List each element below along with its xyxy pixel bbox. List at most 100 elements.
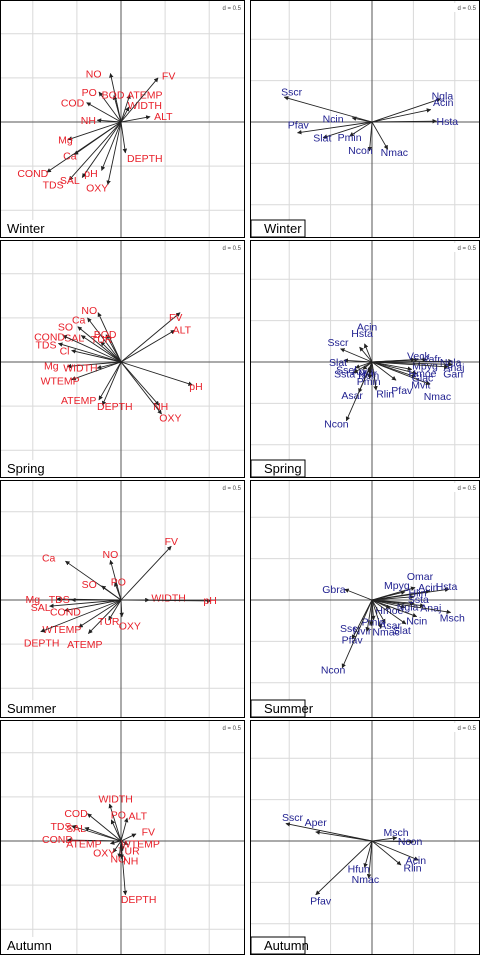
vector-ph: pH	[120, 361, 203, 393]
season-label: Summer	[264, 701, 314, 716]
vector-arrow	[112, 840, 122, 853]
vector-label: pH	[203, 595, 216, 607]
vector-pfav: Pfav	[288, 119, 373, 135]
season-label: Spring	[7, 461, 45, 476]
vector-arrow	[344, 588, 373, 601]
vector-label: TUR	[98, 616, 120, 628]
vector-label: WTEMP	[121, 839, 160, 851]
vector-label: WTEMP	[41, 376, 80, 388]
scale-label-box	[213, 243, 243, 252]
vector-label: SAL	[60, 175, 80, 187]
vector-nmac: Nmac	[371, 121, 408, 159]
vector-ca: Ca	[72, 315, 122, 363]
vector-sscr: Sscr	[328, 337, 373, 363]
vector-arrow	[351, 116, 373, 123]
vector-label: OXY	[86, 182, 108, 194]
scale-label-box	[448, 723, 478, 732]
vector-pfav: Pfav	[310, 840, 373, 908]
vector-arrow	[67, 121, 122, 141]
vector-label: BOD	[94, 329, 117, 341]
vector-label: TDS	[36, 339, 57, 351]
vector-arrow	[57, 342, 122, 363]
vector-arrow	[367, 361, 373, 380]
vector-acin: Acin	[371, 97, 454, 123]
vector-atemp: ATEMP	[120, 90, 163, 123]
scale-label-box	[448, 483, 478, 492]
vector-sal: SAL	[66, 823, 122, 842]
vector-tds: TDS	[49, 594, 121, 606]
vector-arrow	[371, 835, 398, 842]
vector-label: NH	[81, 115, 96, 127]
vector-depth: DEPTH	[24, 599, 122, 649]
vector-label: Asar	[341, 390, 363, 402]
vector-arrow	[120, 121, 128, 154]
vector-label: COND	[50, 606, 81, 618]
season-label-box	[1, 700, 67, 717]
vector-label: Omar	[407, 571, 434, 583]
vector-slat: Slat	[371, 599, 411, 637]
vector-hsta: Hsta	[371, 116, 458, 128]
vector-arrow	[120, 817, 129, 842]
vector-arrow	[105, 334, 122, 363]
vector-ngla: Ngla	[371, 91, 453, 123]
panel-winter-env: d = 0.5NOPOBODCODNHMgCaCONDTDSSALpHOXYDE…	[0, 0, 245, 238]
vector-arrow	[87, 317, 122, 363]
vector-arrow	[71, 349, 122, 363]
vector-label: WIDTH	[98, 794, 132, 806]
vector-no: NO	[103, 549, 122, 601]
vector-wtemp: WTEMP	[41, 361, 122, 388]
vector-arrow	[371, 840, 419, 861]
vector-arrow	[120, 94, 131, 123]
vector-hsta: Hsta	[351, 328, 373, 363]
vector-arrow	[371, 361, 418, 375]
vector-label: Ncon	[324, 418, 349, 430]
vector-label: Gan	[443, 369, 463, 381]
vector-tds: TDS	[43, 121, 122, 192]
vector-rlin: Rlin	[371, 361, 394, 400]
scale-label: d = 0.5	[457, 246, 476, 252]
vector-arrow	[315, 830, 373, 842]
season-label: Spring	[264, 461, 302, 476]
vector-label: ALT	[129, 810, 148, 822]
vector-label: ALT	[154, 111, 173, 123]
vector-label: Ncon	[348, 145, 373, 157]
vector-ssel: Ssel	[336, 361, 373, 376]
scale-label: d = 0.5	[457, 486, 476, 492]
vector-po: PO	[111, 576, 126, 601]
vector-label: WIDTH	[151, 592, 185, 604]
vector-label: Ssel	[336, 364, 356, 376]
vector-slat: Slat	[329, 357, 373, 369]
vector-arrow	[343, 358, 373, 363]
vector-asar: Asar	[371, 599, 402, 632]
vector-slat: Slat	[313, 121, 373, 145]
vector-arrow	[87, 813, 122, 842]
panel-frame	[0, 720, 245, 955]
vector-arrow	[98, 91, 122, 123]
vector-label: Msch	[440, 612, 465, 624]
vector-label: DEPTH	[97, 401, 133, 413]
vector-label: COD	[64, 808, 88, 820]
vector-cond: COND	[17, 121, 122, 180]
vector-oxy: OXY	[119, 599, 141, 633]
vector-label: Hmoe	[409, 368, 437, 380]
vector-arrow	[119, 599, 124, 618]
vector-label: Pfav	[391, 385, 413, 397]
vector-label: COND	[34, 331, 65, 343]
vector-arrow	[371, 361, 378, 391]
vector-arrow	[101, 585, 122, 601]
vector-label: FV	[142, 826, 155, 838]
vector-arrow	[49, 599, 122, 609]
vector-tur: TUR	[91, 334, 122, 363]
season-label-box	[250, 936, 306, 955]
vector-arrow	[371, 361, 397, 381]
vector-sscr: Sscr	[282, 812, 373, 842]
vector-arrow	[120, 77, 159, 123]
scale-label: d = 0.5	[222, 726, 241, 732]
vector-arrow	[71, 361, 122, 381]
vector-arrow	[46, 121, 122, 173]
vector-ph: pH	[84, 121, 122, 180]
vector-arrow	[84, 827, 122, 842]
season-label: Winter	[7, 221, 45, 236]
vector-label: Nmac	[372, 626, 399, 638]
